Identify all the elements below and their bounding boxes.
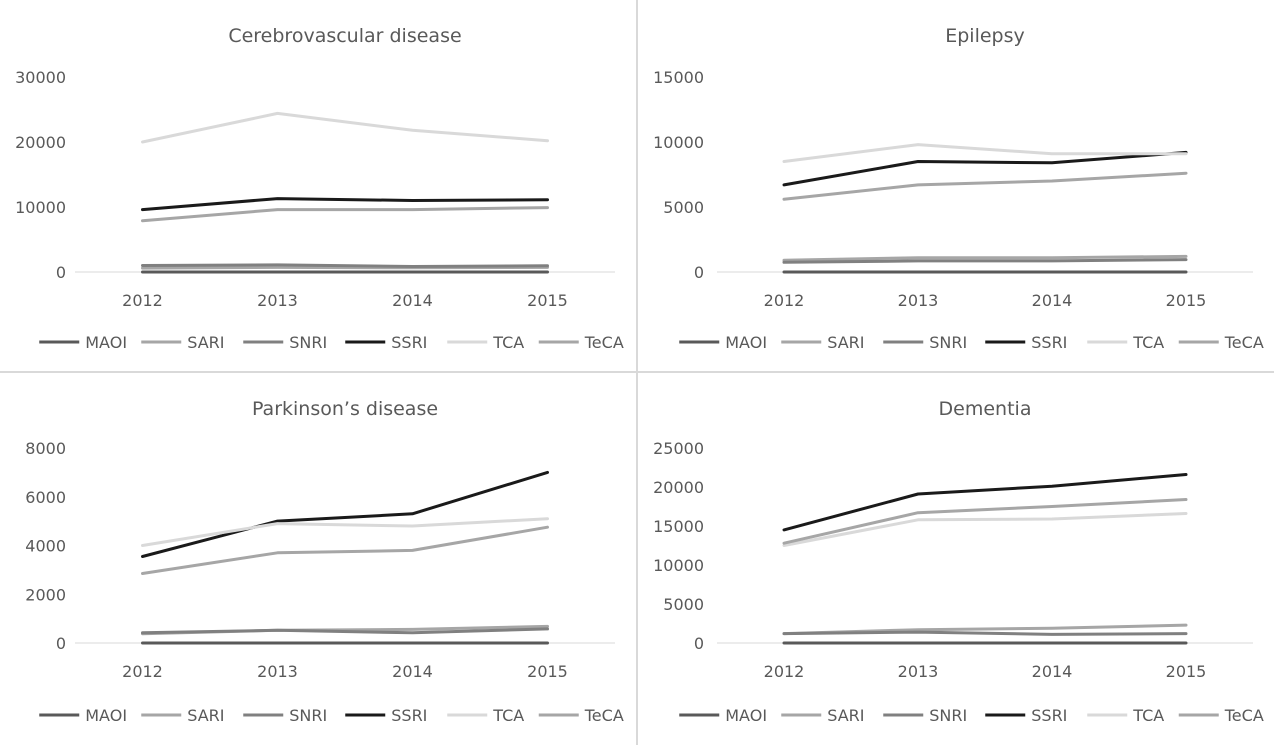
- cerebrovascular-chart-panel: Cerebrovascular disease 0 10000 20000 30000 2…: [0, 0, 636, 372]
- x-tick-label: 2013: [257, 291, 298, 310]
- epilepsy-chart-panel: Epilepsy 0 5000 10000 15000 2012 2013 2014 2015 M…: [638, 0, 1274, 372]
- legend-label-snri: SNRI: [929, 706, 967, 725]
- y-tick-label: 20000: [653, 478, 704, 497]
- legend-label-maoi: MAOI: [725, 706, 767, 725]
- y-tick-label: 15000: [653, 517, 704, 536]
- x-tick-label: 2013: [898, 291, 939, 310]
- epilepsy-chart: Epilepsy 0 5000 10000 15000 2012 2013 2014 2015 M…: [653, 25, 1264, 352]
- legend-label-tca: TCA: [1132, 333, 1164, 352]
- series-line-ssri: [141, 470, 549, 558]
- x-tick-label: 2015: [527, 291, 568, 310]
- legend-label-maoi: MAOI: [725, 333, 767, 352]
- y-tick-label: 6000: [25, 488, 66, 507]
- cerebrovascular-chart-title: Cerebrovascular disease: [228, 25, 461, 47]
- legend-label-tca: TCA: [1132, 706, 1164, 725]
- parkinsons-chart: Parkinson’s disease 0 2000 4000 6000 8000 2012…: [25, 398, 624, 725]
- legend-label-ssri: SSRI: [1031, 333, 1067, 352]
- y-tick-label: 10000: [15, 198, 66, 217]
- horizontal-divider: [0, 371, 1274, 373]
- parkinsons-chart-title: Parkinson’s disease: [252, 398, 438, 420]
- legend-label-tca: TCA: [492, 706, 524, 725]
- dementia-chart: Dementia 0 5000 10000 15000 20000 25000 2012 201…: [653, 398, 1264, 725]
- legend-label-snri: SNRI: [929, 333, 967, 352]
- series-line-ssri: [782, 150, 1188, 187]
- x-tick-label: 2015: [527, 662, 568, 681]
- x-tick-label: 2012: [764, 662, 805, 681]
- y-tick-label: 5000: [663, 198, 704, 217]
- y-tick-label: 0: [694, 263, 704, 282]
- series-line-teca: [782, 498, 1188, 545]
- x-tick-label: 2015: [1166, 662, 1207, 681]
- legend-label-snri: SNRI: [289, 706, 327, 725]
- series-line-tca: [141, 111, 549, 144]
- epilepsy-chart-title: Epilepsy: [945, 25, 1025, 47]
- legend-label-ssri: SSRI: [391, 333, 427, 352]
- series-line-teca: [141, 525, 549, 575]
- legend-label-ssri: SSRI: [1031, 706, 1067, 725]
- y-tick-label: 2000: [25, 585, 66, 604]
- legend-label-tca: TCA: [492, 333, 524, 352]
- series-line-ssri: [141, 197, 549, 212]
- x-tick-label: 2012: [122, 291, 163, 310]
- x-tick-label: 2012: [764, 291, 805, 310]
- x-tick-label: 2014: [1032, 662, 1073, 681]
- legend-label-sari: SARI: [187, 706, 224, 725]
- series-line-tca: [141, 517, 549, 547]
- y-tick-label: 4000: [25, 537, 66, 556]
- y-tick-label: 30000: [15, 68, 66, 87]
- legend-label-teca: TeCA: [584, 706, 624, 725]
- y-tick-label: 0: [56, 263, 66, 282]
- legend-label-sari: SARI: [827, 333, 864, 352]
- series-line-snri: [141, 627, 549, 635]
- series-line-teca: [141, 206, 549, 223]
- x-tick-label: 2013: [257, 662, 298, 681]
- y-tick-label: 8000: [25, 439, 66, 458]
- x-tick-label: 2015: [1166, 291, 1207, 310]
- legend-label-teca: TeCA: [1224, 706, 1264, 725]
- legend-label-maoi: MAOI: [85, 333, 127, 352]
- legend-label-teca: TeCA: [1224, 333, 1264, 352]
- legend-label-snri: SNRI: [289, 333, 327, 352]
- legend-label-ssri: SSRI: [391, 706, 427, 725]
- legend-label-sari: SARI: [827, 706, 864, 725]
- legend-label-teca: TeCA: [584, 333, 624, 352]
- y-tick-label: 20000: [15, 133, 66, 152]
- series-line-sari: [782, 254, 1188, 262]
- y-tick-label: 25000: [653, 439, 704, 458]
- x-tick-label: 2014: [392, 291, 433, 310]
- y-tick-label: 15000: [653, 68, 704, 87]
- legend-label-sari: SARI: [187, 333, 224, 352]
- series-line-tca: [782, 512, 1188, 547]
- dementia-chart-panel: Dementia 0 5000 10000 15000 20000 25000 2012 201…: [638, 373, 1274, 745]
- x-tick-label: 2013: [898, 662, 939, 681]
- y-tick-label: 0: [694, 634, 704, 653]
- series-line-snri: [141, 263, 549, 268]
- y-tick-label: 0: [56, 634, 66, 653]
- series-line-ssri: [782, 473, 1188, 532]
- series-line-snri: [782, 258, 1188, 264]
- dementia-chart-title: Dementia: [939, 398, 1032, 420]
- y-tick-label: 10000: [653, 133, 704, 152]
- y-tick-label: 10000: [653, 556, 704, 575]
- series-line-snri: [782, 630, 1188, 636]
- x-tick-label: 2014: [1032, 291, 1073, 310]
- parkinsons-chart-panel: Parkinson’s disease 0 2000 4000 6000 8000 2012…: [0, 373, 636, 745]
- series-line-tca: [782, 143, 1188, 163]
- series-line-teca: [782, 171, 1188, 201]
- y-tick-label: 5000: [663, 595, 704, 614]
- x-tick-label: 2012: [122, 662, 163, 681]
- x-tick-label: 2014: [392, 662, 433, 681]
- cerebrovascular-chart: Cerebrovascular disease 0 10000 20000 30000 2…: [15, 25, 624, 352]
- legend-label-maoi: MAOI: [85, 706, 127, 725]
